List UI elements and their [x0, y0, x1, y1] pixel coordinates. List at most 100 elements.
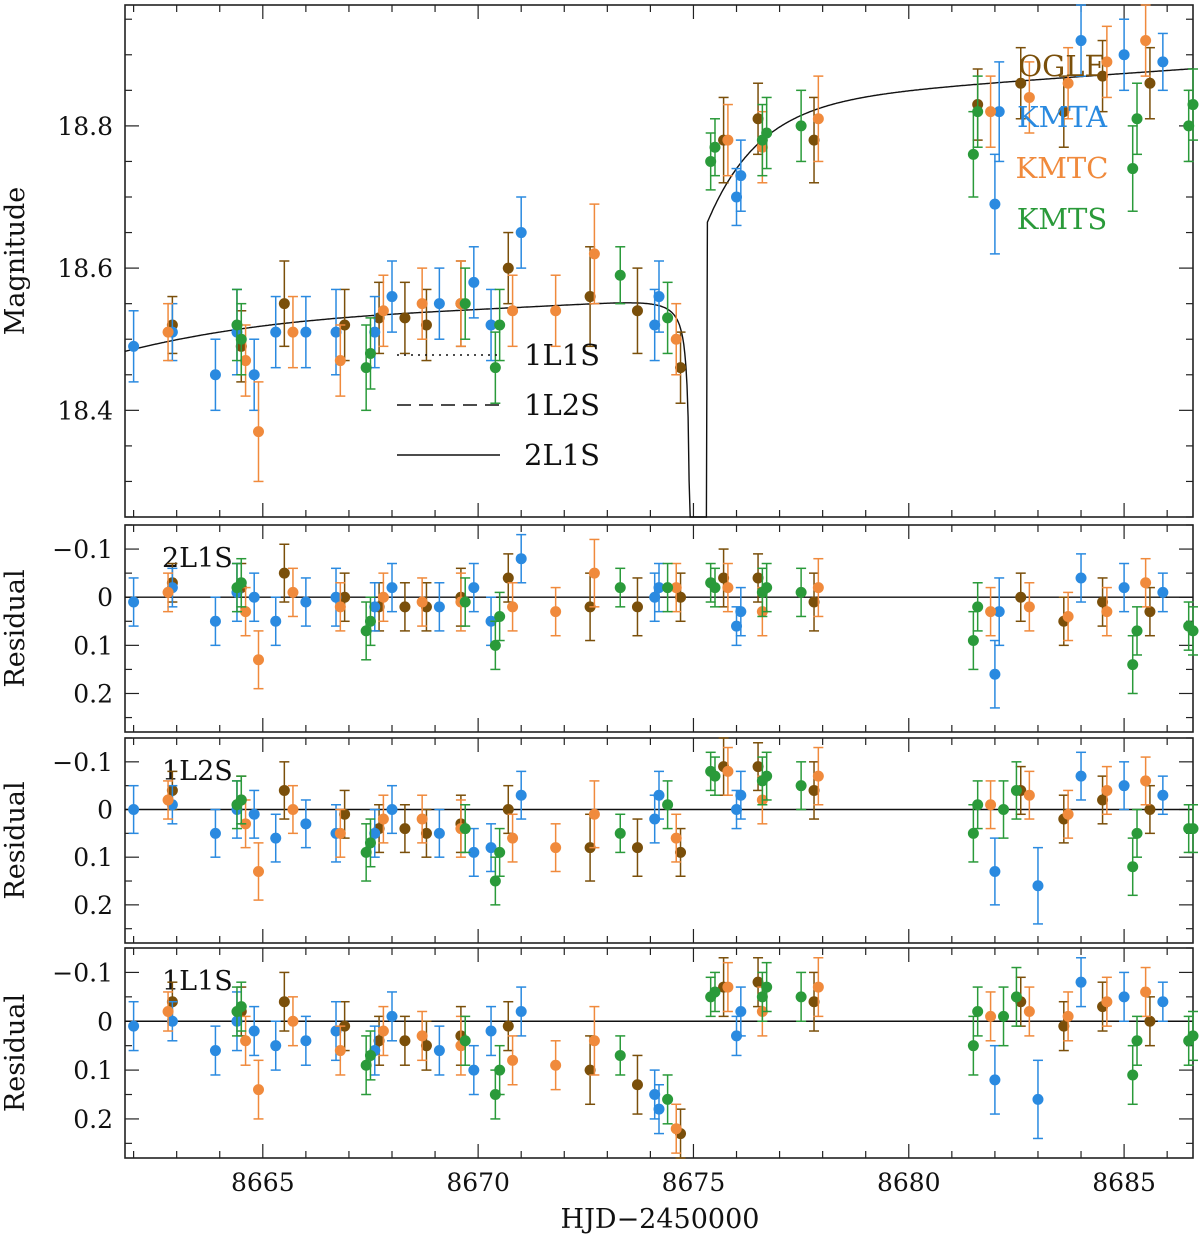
- data-point: [614, 269, 626, 281]
- data-point: [1010, 784, 1022, 796]
- data-point: [360, 362, 372, 374]
- data-point: [420, 319, 432, 331]
- data-point: [1118, 582, 1130, 594]
- series-kmtc: [162, 4, 1152, 483]
- data-point: [1131, 625, 1143, 637]
- data-point: [386, 582, 398, 594]
- data-point: [722, 134, 734, 146]
- data-point: [166, 1015, 178, 1027]
- data-point: [235, 333, 247, 345]
- data-point: [722, 582, 734, 594]
- data-point: [1097, 596, 1109, 608]
- data-point: [653, 789, 665, 801]
- y-tick-label: 0.2: [73, 891, 113, 920]
- data-point: [718, 572, 730, 584]
- data-point: [364, 347, 376, 359]
- data-point: [808, 596, 820, 608]
- series-kmts: [231, 68, 1199, 412]
- data-point: [1127, 659, 1139, 671]
- x-tick-label: 8675: [662, 1168, 726, 1197]
- data-point: [1140, 775, 1152, 787]
- data-point: [588, 1035, 600, 1047]
- data-point: [489, 639, 501, 651]
- data-point: [369, 326, 381, 338]
- data-point: [675, 362, 687, 374]
- data-point: [989, 1074, 1001, 1086]
- data-point: [459, 596, 471, 608]
- data-point: [808, 784, 820, 796]
- y-tick-label: 0.1: [73, 1056, 113, 1085]
- data-point: [584, 291, 596, 303]
- data-point: [985, 1010, 997, 1022]
- data-point: [1157, 56, 1169, 68]
- data-point: [1032, 880, 1044, 892]
- series-kmta: [128, 533, 1169, 709]
- data-point: [278, 567, 290, 579]
- data-point: [420, 1040, 432, 1052]
- data-point: [1127, 1069, 1139, 1081]
- data-point: [485, 842, 497, 854]
- series-kmts: [231, 961, 1199, 1125]
- data-point: [972, 106, 984, 118]
- data-point: [278, 784, 290, 796]
- data-point: [1131, 113, 1143, 125]
- data-point: [209, 369, 221, 381]
- data-point: [209, 615, 221, 627]
- data-point: [489, 875, 501, 887]
- data-point: [709, 141, 721, 153]
- data-point: [752, 113, 764, 125]
- data-point: [162, 326, 174, 338]
- x-tick-label: 8680: [877, 1168, 941, 1197]
- data-point: [128, 1020, 140, 1032]
- data-point: [1062, 808, 1074, 820]
- data-point: [502, 262, 514, 274]
- data-point: [369, 827, 381, 839]
- data-point: [502, 1020, 514, 1032]
- data-point: [339, 808, 351, 820]
- data-point: [722, 765, 734, 777]
- data-point: [998, 804, 1010, 816]
- data-point: [339, 591, 351, 603]
- data-point: [588, 808, 600, 820]
- data-point: [248, 369, 260, 381]
- data-point: [1118, 49, 1130, 61]
- x-axis-label: HJD−2450000: [561, 1204, 760, 1235]
- panel-frame: [124, 737, 1194, 944]
- data-point: [709, 986, 721, 998]
- panel-light-curve: 18.4 18.6 18.8 Magnitude OGLE KMTA KMTC KMTS 1L1…: [0, 4, 1199, 518]
- data-point: [270, 1040, 282, 1052]
- y-tick-label: 0: [97, 583, 113, 612]
- data-point: [459, 1035, 471, 1047]
- data-point: [761, 127, 773, 139]
- data-point: [416, 813, 428, 825]
- panel-frame: [124, 4, 1194, 518]
- data-point: [1023, 1005, 1035, 1017]
- data-point: [752, 976, 764, 988]
- y-tick-label: 0: [97, 1007, 113, 1036]
- series-kmta: [128, 4, 1169, 412]
- data-point: [1101, 56, 1113, 68]
- data-point: [507, 832, 519, 844]
- data-point: [416, 596, 428, 608]
- data-point: [967, 827, 979, 839]
- x-tick-label: 8665: [231, 1168, 295, 1197]
- data-point: [209, 1045, 221, 1057]
- data-point: [1183, 120, 1195, 132]
- data-point: [614, 582, 626, 594]
- series-kmtc: [162, 957, 1152, 1154]
- data-point: [662, 799, 674, 811]
- data-point: [1023, 789, 1035, 801]
- data-point: [240, 355, 252, 367]
- data-point: [485, 319, 497, 331]
- data-point: [507, 1054, 519, 1066]
- y-tick-label: 0: [97, 796, 113, 825]
- data-point: [972, 601, 984, 613]
- data-point: [248, 1025, 260, 1037]
- data-point: [377, 1025, 389, 1037]
- data-point: [550, 606, 562, 618]
- data-point: [231, 319, 243, 331]
- data-point: [300, 596, 312, 608]
- data-point: [507, 601, 519, 613]
- data-point: [1131, 1035, 1143, 1047]
